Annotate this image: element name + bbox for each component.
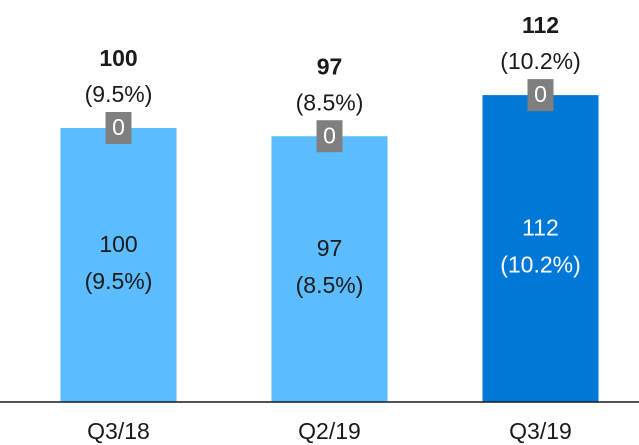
total-label: 112 bbox=[522, 12, 559, 38]
total-label: 97 bbox=[317, 53, 343, 79]
bar bbox=[271, 136, 388, 402]
total-share-label: (9.5%) bbox=[85, 81, 153, 107]
zero-label: 0 bbox=[112, 114, 125, 140]
total-share-label: (10.2%) bbox=[500, 48, 581, 74]
bar bbox=[482, 95, 599, 403]
bar-share-label: (10.2%) bbox=[500, 252, 581, 278]
x-tick-label: Q2/19 bbox=[298, 418, 361, 444]
total-share-label: (8.5%) bbox=[296, 89, 364, 115]
zero-label-box bbox=[316, 120, 343, 153]
bar-share-label: (8.5%) bbox=[296, 272, 364, 298]
bar-value-label: 100 bbox=[99, 231, 137, 257]
x-tick-label: Q3/18 bbox=[87, 418, 150, 444]
zero-label-box bbox=[105, 112, 132, 144]
x-tick-label: Q3/19 bbox=[509, 418, 572, 444]
zero-label: 0 bbox=[323, 122, 336, 148]
bar-share-label: (9.5%) bbox=[85, 268, 153, 294]
zero-label: 0 bbox=[534, 81, 547, 107]
total-label: 100 bbox=[99, 45, 137, 71]
bar bbox=[60, 128, 177, 402]
bar-value-label: 112 bbox=[522, 215, 559, 241]
zero-label-box bbox=[527, 79, 554, 112]
bar-value-label: 97 bbox=[317, 235, 343, 261]
